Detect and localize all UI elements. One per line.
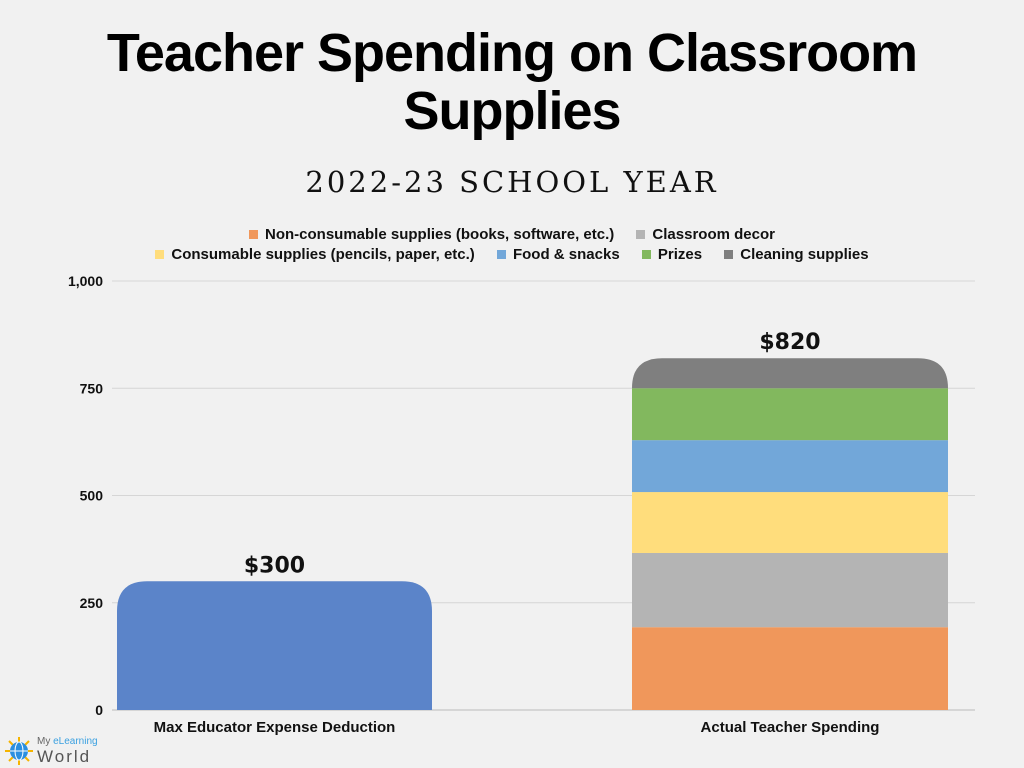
legend-swatch xyxy=(724,249,734,259)
legend-item: Non-consumable supplies (books, software… xyxy=(249,226,614,244)
legend-item: Consumable supplies (pencils, paper, etc… xyxy=(155,246,475,264)
legend-label: Prizes xyxy=(657,246,703,263)
legend-item: Prizes xyxy=(641,246,703,264)
legend-item: Food & snacks xyxy=(496,246,620,264)
bar-value-label: $300 xyxy=(244,553,305,578)
y-tick-label: 0 xyxy=(95,702,103,718)
legend-swatch xyxy=(636,229,646,239)
legend-swatch xyxy=(155,249,165,259)
bar-segment xyxy=(632,627,948,710)
bar-segment xyxy=(632,552,948,628)
y-tick-label: 1,000 xyxy=(68,273,103,289)
bar-value-label: $820 xyxy=(759,330,820,355)
bar-segment xyxy=(632,358,948,389)
legend-label: Consumable supplies (pencils, paper, etc… xyxy=(171,246,475,263)
bar-deduction xyxy=(117,581,432,710)
logo-text: World xyxy=(37,747,92,766)
legend-row-1: Non-consumable supplies (books, software… xyxy=(0,226,1024,244)
legend-swatch xyxy=(496,249,506,259)
legend-item: Classroom decor xyxy=(636,226,775,244)
y-tick-label: 500 xyxy=(80,488,104,504)
y-tick-label: 750 xyxy=(80,380,104,396)
x-tick-label: Actual Teacher Spending xyxy=(701,719,880,736)
chart-title: Teacher Spending on Classroom Supplies xyxy=(106,23,918,141)
bar-segment xyxy=(632,492,948,553)
bar-segment xyxy=(632,388,948,441)
chart-subtitle: 2022-23 SCHOOL YEAR xyxy=(305,165,719,199)
legend-swatch xyxy=(249,229,259,239)
legend-row-2: Consumable supplies (pencils, paper, etc… xyxy=(0,246,1024,264)
legend-label: Classroom decor xyxy=(652,226,775,243)
legend-label: Cleaning supplies xyxy=(740,246,869,263)
legend-label: Food & snacks xyxy=(512,246,620,263)
legend-swatch xyxy=(641,249,651,259)
x-tick-label: Max Educator Expense Deduction xyxy=(154,719,396,736)
y-tick-label: 250 xyxy=(80,595,104,611)
legend-label: Non-consumable supplies (books, software… xyxy=(265,226,615,243)
bar-segment xyxy=(632,440,948,493)
logo: My eLearning World xyxy=(4,736,114,768)
logo-text: eLearning xyxy=(53,736,98,747)
logo-text: My xyxy=(37,736,54,747)
legend-item: Cleaning supplies xyxy=(724,246,869,264)
globe-icon xyxy=(5,737,33,765)
